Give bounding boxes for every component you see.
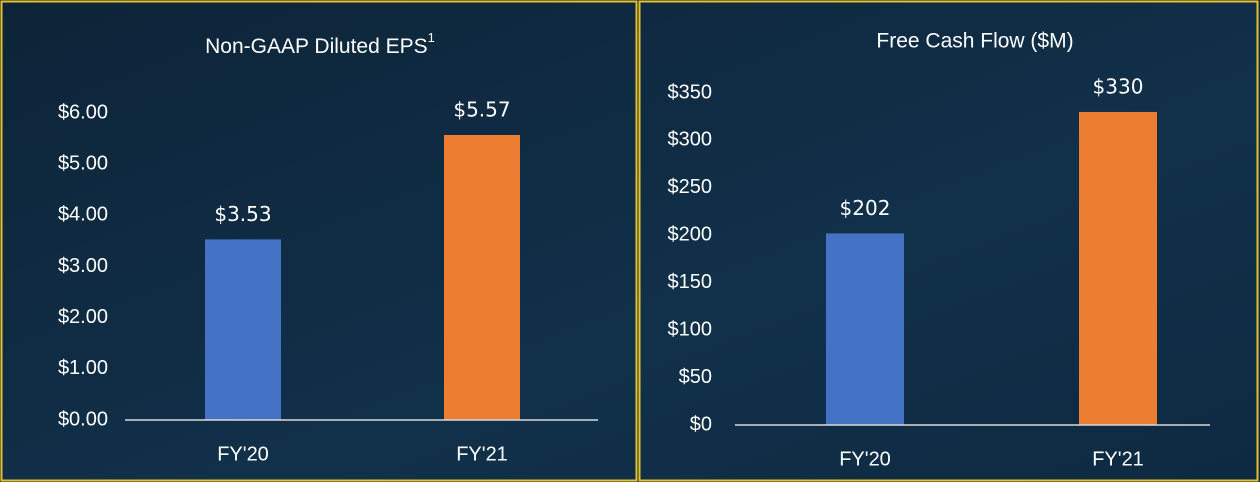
value-label: $5.57	[453, 98, 510, 122]
y-tick-label: $4.00	[58, 204, 108, 226]
chart-title: Non-GAAP Diluted EPS1	[205, 30, 435, 57]
bar	[826, 233, 904, 425]
value-label: $3.53	[214, 202, 271, 226]
bar	[205, 239, 281, 420]
value-label: $202	[840, 196, 891, 220]
y-tick-label: $5.00	[58, 152, 108, 174]
y-tick-label: $50	[679, 366, 712, 388]
x-tick-label: FY'20	[839, 448, 891, 470]
chart-title: Free Cash Flow ($M)	[876, 30, 1073, 53]
y-tick-label: $2.00	[58, 306, 108, 328]
y-tick-label: $0	[690, 413, 712, 435]
y-tick-label: $1.00	[58, 357, 108, 379]
panel-border	[638, 0, 1259, 482]
y-tick-label: $0.00	[58, 408, 108, 430]
y-tick-label: $150	[668, 271, 713, 293]
panel-border	[0, 0, 638, 482]
y-tick-label: $300	[668, 129, 713, 151]
y-tick-label: $3.00	[58, 255, 108, 277]
y-tick-label: $200	[668, 224, 713, 246]
y-tick-label: $6.00	[58, 101, 108, 123]
value-label: $330	[1093, 74, 1144, 98]
title-text: Non-GAAP Diluted EPS	[205, 35, 428, 58]
y-tick-label: $250	[668, 176, 713, 198]
x-tick-label: FY'21	[456, 443, 508, 465]
x-tick-label: FY'21	[1092, 448, 1144, 470]
bar	[444, 135, 520, 421]
footnote-marker: 1	[428, 30, 435, 45]
bar	[1079, 111, 1157, 425]
x-tick-label: FY'20	[217, 443, 269, 465]
y-tick-label: $350	[668, 81, 713, 103]
y-tick-label: $100	[668, 318, 713, 340]
